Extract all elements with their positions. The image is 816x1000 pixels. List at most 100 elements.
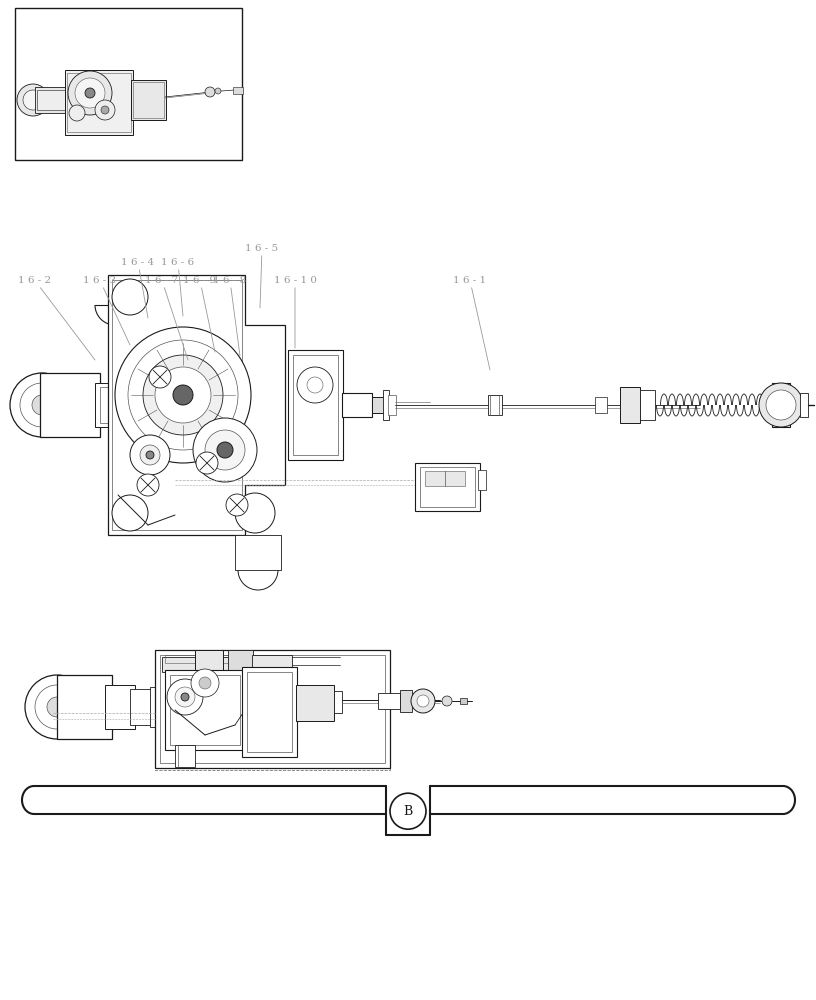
Bar <box>334 691 342 713</box>
Circle shape <box>101 106 109 114</box>
Circle shape <box>115 327 251 463</box>
Circle shape <box>167 679 203 715</box>
Text: 1 6 - 6: 1 6 - 6 <box>162 258 194 316</box>
Circle shape <box>130 435 170 475</box>
Text: 1 6 - 3: 1 6 - 3 <box>83 276 130 345</box>
Bar <box>296 685 334 721</box>
Circle shape <box>235 493 275 533</box>
Bar <box>772 383 790 427</box>
Bar <box>228 650 253 672</box>
Bar <box>242 667 297 757</box>
Circle shape <box>47 697 67 717</box>
Circle shape <box>32 395 52 415</box>
Bar <box>65 70 133 135</box>
Bar <box>160 655 385 763</box>
Circle shape <box>23 90 43 110</box>
Circle shape <box>759 383 803 427</box>
Bar <box>175 745 195 767</box>
Bar <box>15 8 242 160</box>
Circle shape <box>143 355 223 435</box>
Text: 1 6 - 1 0: 1 6 - 1 0 <box>273 276 317 348</box>
Bar <box>478 470 486 490</box>
Bar <box>40 373 100 437</box>
Bar <box>133 82 164 118</box>
Circle shape <box>205 87 215 97</box>
Circle shape <box>17 84 49 116</box>
Text: 1 6 - 9: 1 6 - 9 <box>184 276 216 352</box>
Bar <box>155 650 390 768</box>
Circle shape <box>140 445 160 465</box>
Bar <box>57 675 112 739</box>
Circle shape <box>205 430 245 470</box>
Polygon shape <box>108 275 285 535</box>
Circle shape <box>411 689 435 713</box>
Circle shape <box>196 452 218 474</box>
Circle shape <box>112 279 148 315</box>
Bar <box>800 393 808 417</box>
Bar <box>425 471 465 486</box>
Circle shape <box>297 367 333 403</box>
Bar <box>288 350 343 460</box>
Bar <box>130 689 155 725</box>
Bar <box>488 395 502 415</box>
Circle shape <box>442 696 452 706</box>
Bar <box>105 685 135 729</box>
Bar <box>595 397 607 413</box>
Text: B: B <box>403 805 413 818</box>
Circle shape <box>95 100 115 120</box>
Bar <box>415 463 480 511</box>
Circle shape <box>307 377 323 393</box>
Circle shape <box>217 442 233 458</box>
Circle shape <box>25 675 89 739</box>
Circle shape <box>766 390 796 420</box>
Circle shape <box>215 88 221 94</box>
Circle shape <box>175 687 195 707</box>
Circle shape <box>35 685 79 729</box>
Bar <box>372 397 384 413</box>
Text: 1 6 - 7: 1 6 - 7 <box>145 276 188 360</box>
Circle shape <box>193 418 257 482</box>
Circle shape <box>137 474 159 496</box>
Text: 1 6 - 8: 1 6 - 8 <box>214 276 246 356</box>
Circle shape <box>69 105 85 121</box>
Bar <box>150 687 170 727</box>
Circle shape <box>112 495 148 531</box>
Bar <box>112 280 242 530</box>
Bar <box>420 467 475 507</box>
Bar <box>35 87 67 113</box>
Text: 1 6 - 1: 1 6 - 1 <box>454 276 490 370</box>
Bar <box>400 690 412 712</box>
Circle shape <box>417 695 429 707</box>
Circle shape <box>128 340 238 450</box>
Bar <box>640 390 655 420</box>
Bar <box>165 670 245 750</box>
Circle shape <box>149 366 171 388</box>
Bar <box>67 73 131 132</box>
Bar <box>131 80 166 120</box>
Bar <box>95 383 120 427</box>
Bar <box>37 90 65 110</box>
Circle shape <box>75 78 105 108</box>
Circle shape <box>10 373 74 437</box>
Bar <box>460 698 467 704</box>
Text: 1 6 - 4: 1 6 - 4 <box>122 258 154 318</box>
Circle shape <box>226 494 248 516</box>
Bar <box>235 535 281 570</box>
Circle shape <box>238 550 278 590</box>
Circle shape <box>181 693 189 701</box>
Circle shape <box>85 88 95 98</box>
Text: 1 6 - 2: 1 6 - 2 <box>19 276 95 360</box>
Circle shape <box>191 669 219 697</box>
Circle shape <box>390 793 426 829</box>
Bar <box>247 672 292 752</box>
Bar <box>162 657 282 672</box>
Bar <box>195 650 223 675</box>
Circle shape <box>199 677 211 689</box>
Circle shape <box>173 385 193 405</box>
Bar <box>383 390 389 420</box>
Circle shape <box>68 71 112 115</box>
Bar <box>165 655 280 663</box>
Bar <box>620 387 640 423</box>
Text: 1 6 - 5: 1 6 - 5 <box>246 244 278 308</box>
Bar <box>100 387 118 423</box>
